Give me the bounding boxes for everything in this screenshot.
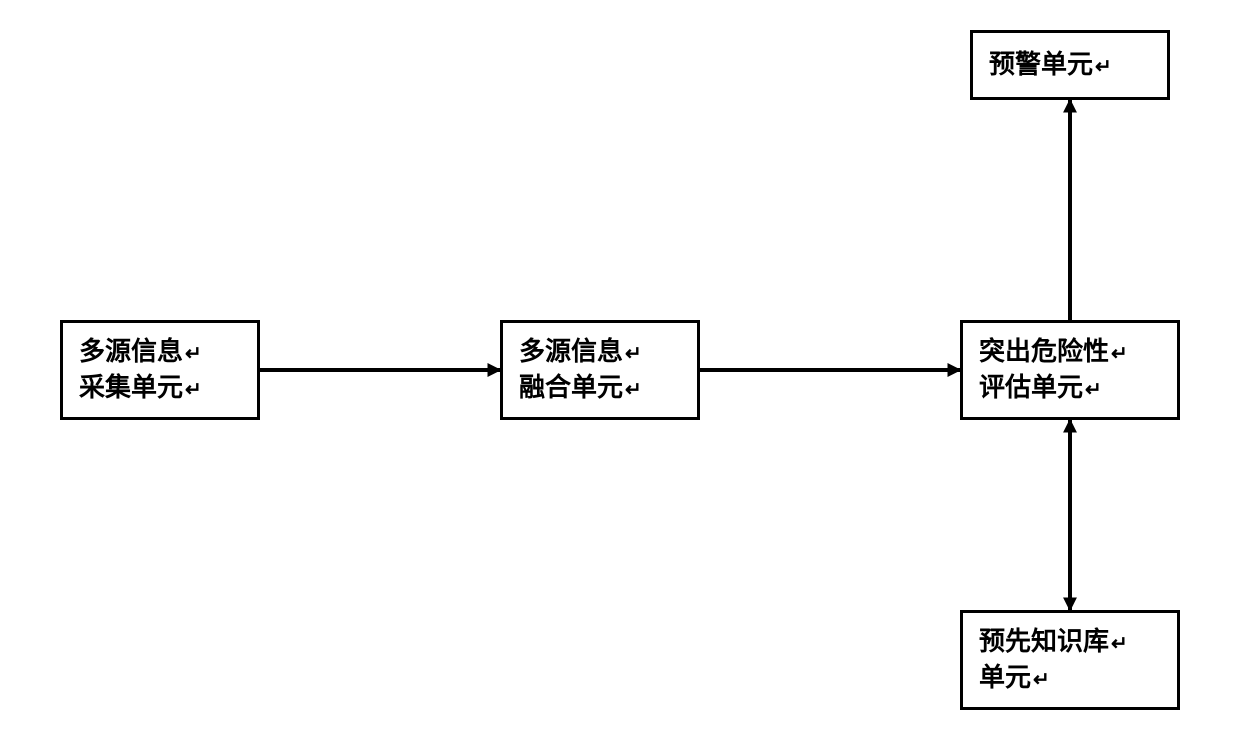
node-n4-line-0: 预警单元↵ xyxy=(989,47,1151,83)
node-n1: 多源信息↵采集单元↵ xyxy=(60,320,260,420)
node-n5-line-1: 单元↵ xyxy=(979,660,1161,696)
node-n1-line-0: 多源信息↵ xyxy=(79,334,241,370)
node-n2: 多源信息↵融合单元↵ xyxy=(500,320,700,420)
node-n2-line-1: 融合单元↵ xyxy=(519,370,681,406)
node-n3-line-1: 评估单元↵ xyxy=(979,370,1161,406)
node-n2-line-0: 多源信息↵ xyxy=(519,334,681,370)
node-n1-line-1: 采集单元↵ xyxy=(79,370,241,406)
return-icon: ↵ xyxy=(185,343,202,365)
node-n3: 突出危险性↵评估单元↵ xyxy=(960,320,1180,420)
node-n5-line-0: 预先知识库↵ xyxy=(979,624,1161,660)
return-icon: ↵ xyxy=(1033,669,1050,691)
flowchart-diagram: 多源信息↵采集单元↵多源信息↵融合单元↵突出危险性↵评估单元↵预警单元↵预先知识… xyxy=(0,0,1239,747)
return-icon: ↵ xyxy=(1095,56,1112,78)
return-icon: ↵ xyxy=(625,343,642,365)
return-icon: ↵ xyxy=(625,379,642,401)
return-icon: ↵ xyxy=(1111,633,1128,655)
node-n3-line-0: 突出危险性↵ xyxy=(979,334,1161,370)
node-n4: 预警单元↵ xyxy=(970,30,1170,100)
return-icon: ↵ xyxy=(1111,343,1128,365)
node-n5: 预先知识库↵单元↵ xyxy=(960,610,1180,710)
return-icon: ↵ xyxy=(185,379,202,401)
return-icon: ↵ xyxy=(1085,379,1102,401)
